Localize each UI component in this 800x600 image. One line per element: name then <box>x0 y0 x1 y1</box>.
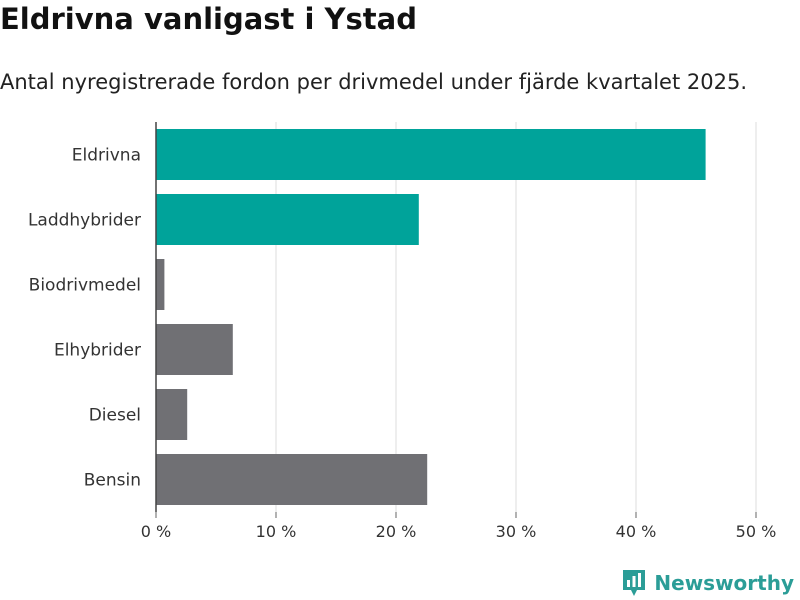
bar <box>156 454 428 505</box>
bar <box>156 129 706 180</box>
tick-label: 0 % <box>141 522 171 541</box>
bar <box>156 389 188 440</box>
category-label: Diesel <box>89 406 141 426</box>
chart-title: Eldrivna vanligast i Ystad <box>0 2 418 36</box>
category-label: Laddhybrider <box>28 211 141 231</box>
category-label: Bensin <box>84 471 141 491</box>
tick-label: 30 % <box>496 522 537 541</box>
brand-name: Newsworthy <box>654 571 794 595</box>
tick-label: 40 % <box>616 522 657 541</box>
tick-label: 50 % <box>736 522 777 541</box>
bar <box>156 194 419 245</box>
bar <box>156 324 233 375</box>
category-label: Eldrivna <box>72 146 141 166</box>
bar <box>156 259 165 310</box>
category-label: Biodrivmedel <box>29 276 141 296</box>
chart-subtitle: Antal nyregistrerade fordon per drivmede… <box>0 70 748 94</box>
bar-chart-logo-icon <box>623 570 646 596</box>
brand-logo: Newsworthy <box>621 568 794 598</box>
category-label: Elhybrider <box>54 341 141 361</box>
tick-label: 10 % <box>256 522 297 541</box>
tick-label: 20 % <box>376 522 417 541</box>
